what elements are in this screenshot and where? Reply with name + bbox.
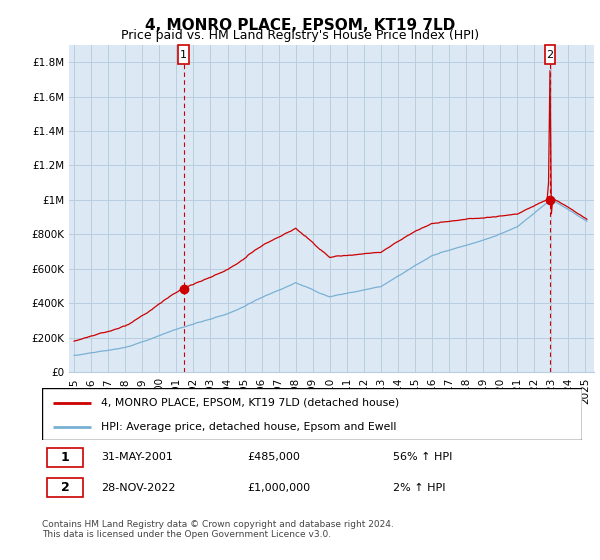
Text: 4, MONRO PLACE, EPSOM, KT19 7LD: 4, MONRO PLACE, EPSOM, KT19 7LD: [145, 18, 455, 34]
FancyBboxPatch shape: [42, 388, 582, 440]
Text: 1: 1: [61, 451, 70, 464]
Text: 31-MAY-2001: 31-MAY-2001: [101, 452, 173, 463]
Text: 1: 1: [180, 50, 187, 59]
FancyBboxPatch shape: [47, 448, 83, 467]
FancyBboxPatch shape: [178, 45, 188, 64]
Text: 2% ↑ HPI: 2% ↑ HPI: [393, 483, 445, 493]
FancyBboxPatch shape: [47, 478, 83, 497]
Text: HPI: Average price, detached house, Epsom and Ewell: HPI: Average price, detached house, Epso…: [101, 422, 397, 432]
FancyBboxPatch shape: [545, 45, 555, 64]
Text: 2: 2: [61, 481, 70, 494]
Text: £485,000: £485,000: [247, 452, 300, 463]
Text: 28-NOV-2022: 28-NOV-2022: [101, 483, 176, 493]
Text: Price paid vs. HM Land Registry's House Price Index (HPI): Price paid vs. HM Land Registry's House …: [121, 29, 479, 42]
Text: 56% ↑ HPI: 56% ↑ HPI: [393, 452, 452, 463]
Text: £1,000,000: £1,000,000: [247, 483, 310, 493]
Text: Contains HM Land Registry data © Crown copyright and database right 2024.
This d: Contains HM Land Registry data © Crown c…: [42, 520, 394, 539]
Text: 2: 2: [546, 50, 553, 59]
Text: 4, MONRO PLACE, EPSOM, KT19 7LD (detached house): 4, MONRO PLACE, EPSOM, KT19 7LD (detache…: [101, 398, 400, 408]
